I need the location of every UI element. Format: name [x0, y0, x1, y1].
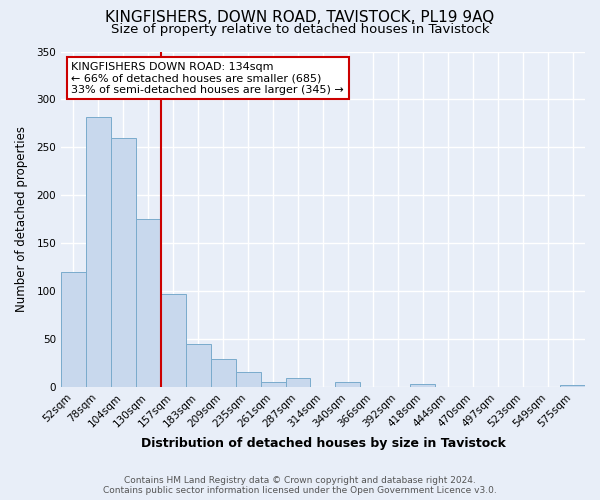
Bar	[560, 385, 585, 387]
Bar	[410, 384, 435, 387]
Text: Size of property relative to detached houses in Tavistock: Size of property relative to detached ho…	[111, 22, 489, 36]
Bar	[111, 138, 136, 387]
Y-axis label: Number of detached properties: Number of detached properties	[15, 126, 28, 312]
Text: KINGFISHERS, DOWN ROAD, TAVISTOCK, PL19 9AQ: KINGFISHERS, DOWN ROAD, TAVISTOCK, PL19 …	[106, 10, 494, 25]
Bar	[161, 294, 186, 387]
Bar	[335, 382, 361, 387]
Bar	[86, 116, 111, 387]
X-axis label: Distribution of detached houses by size in Tavistock: Distribution of detached houses by size …	[140, 437, 505, 450]
Text: KINGFISHERS DOWN ROAD: 134sqm
← 66% of detached houses are smaller (685)
33% of : KINGFISHERS DOWN ROAD: 134sqm ← 66% of d…	[71, 62, 344, 95]
Bar	[236, 372, 260, 387]
Text: Contains HM Land Registry data © Crown copyright and database right 2024.
Contai: Contains HM Land Registry data © Crown c…	[103, 476, 497, 495]
Bar	[286, 378, 310, 387]
Bar	[186, 344, 211, 387]
Bar	[211, 359, 236, 387]
Bar	[260, 382, 286, 387]
Bar	[136, 219, 161, 387]
Bar	[61, 272, 86, 387]
